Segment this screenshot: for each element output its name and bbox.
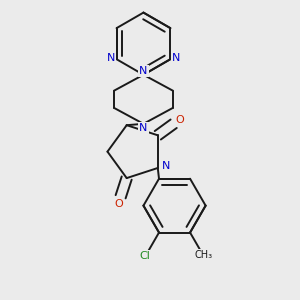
Text: CH₃: CH₃: [195, 250, 213, 260]
Text: Cl: Cl: [139, 251, 150, 261]
Text: N: N: [139, 66, 148, 76]
Text: O: O: [114, 199, 123, 208]
Text: N: N: [139, 123, 148, 133]
Text: N: N: [172, 52, 180, 63]
Text: O: O: [175, 115, 184, 124]
Text: N: N: [161, 161, 170, 171]
Text: N: N: [106, 52, 115, 63]
